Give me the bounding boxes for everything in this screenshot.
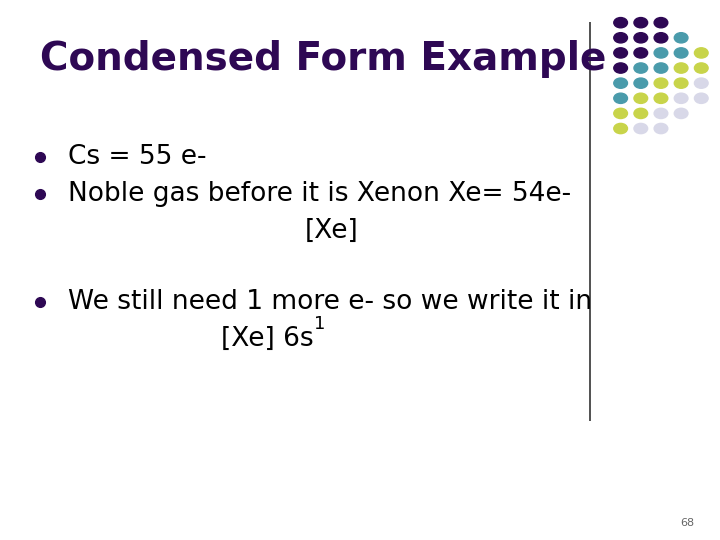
Circle shape <box>674 48 688 58</box>
Circle shape <box>674 93 688 104</box>
Text: Noble gas before it is Xenon Xe= 54e-: Noble gas before it is Xenon Xe= 54e- <box>68 181 572 207</box>
Circle shape <box>654 93 668 104</box>
Circle shape <box>634 78 648 88</box>
Circle shape <box>674 32 688 43</box>
Circle shape <box>634 48 648 58</box>
Text: [Xe]: [Xe] <box>305 218 358 244</box>
Circle shape <box>634 123 648 133</box>
Circle shape <box>634 63 648 73</box>
Circle shape <box>654 18 668 28</box>
Circle shape <box>613 18 628 28</box>
Circle shape <box>634 93 648 104</box>
Circle shape <box>654 32 668 43</box>
Circle shape <box>694 93 708 104</box>
Circle shape <box>654 78 668 88</box>
Circle shape <box>634 32 648 43</box>
Text: We still need 1 more e- so we write it in: We still need 1 more e- so we write it i… <box>68 289 593 315</box>
Circle shape <box>674 108 688 119</box>
Circle shape <box>674 63 688 73</box>
Circle shape <box>634 18 648 28</box>
Circle shape <box>613 78 628 88</box>
Circle shape <box>694 78 708 88</box>
Circle shape <box>654 48 668 58</box>
Circle shape <box>694 63 708 73</box>
Circle shape <box>613 48 628 58</box>
Circle shape <box>694 48 708 58</box>
Circle shape <box>613 93 628 104</box>
Circle shape <box>654 108 668 119</box>
Circle shape <box>613 63 628 73</box>
Text: Condensed Form Example: Condensed Form Example <box>40 40 606 78</box>
Text: 68: 68 <box>680 518 695 528</box>
Circle shape <box>613 123 628 133</box>
Circle shape <box>613 108 628 119</box>
Text: [Xe] 6s: [Xe] 6s <box>220 326 313 352</box>
Circle shape <box>654 63 668 73</box>
Circle shape <box>634 108 648 119</box>
Circle shape <box>613 32 628 43</box>
Text: Cs = 55 e-: Cs = 55 e- <box>68 144 207 170</box>
Circle shape <box>674 78 688 88</box>
Text: 1: 1 <box>314 315 325 333</box>
Circle shape <box>654 123 668 133</box>
